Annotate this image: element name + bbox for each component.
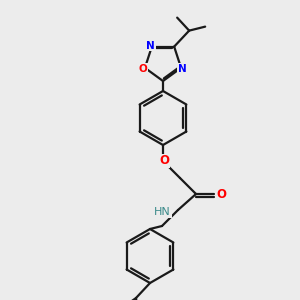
Text: O: O xyxy=(139,64,147,74)
Text: N: N xyxy=(178,64,186,74)
Text: N: N xyxy=(146,40,155,51)
Text: O: O xyxy=(159,154,169,167)
Text: HN: HN xyxy=(154,207,171,217)
Text: O: O xyxy=(216,188,226,202)
